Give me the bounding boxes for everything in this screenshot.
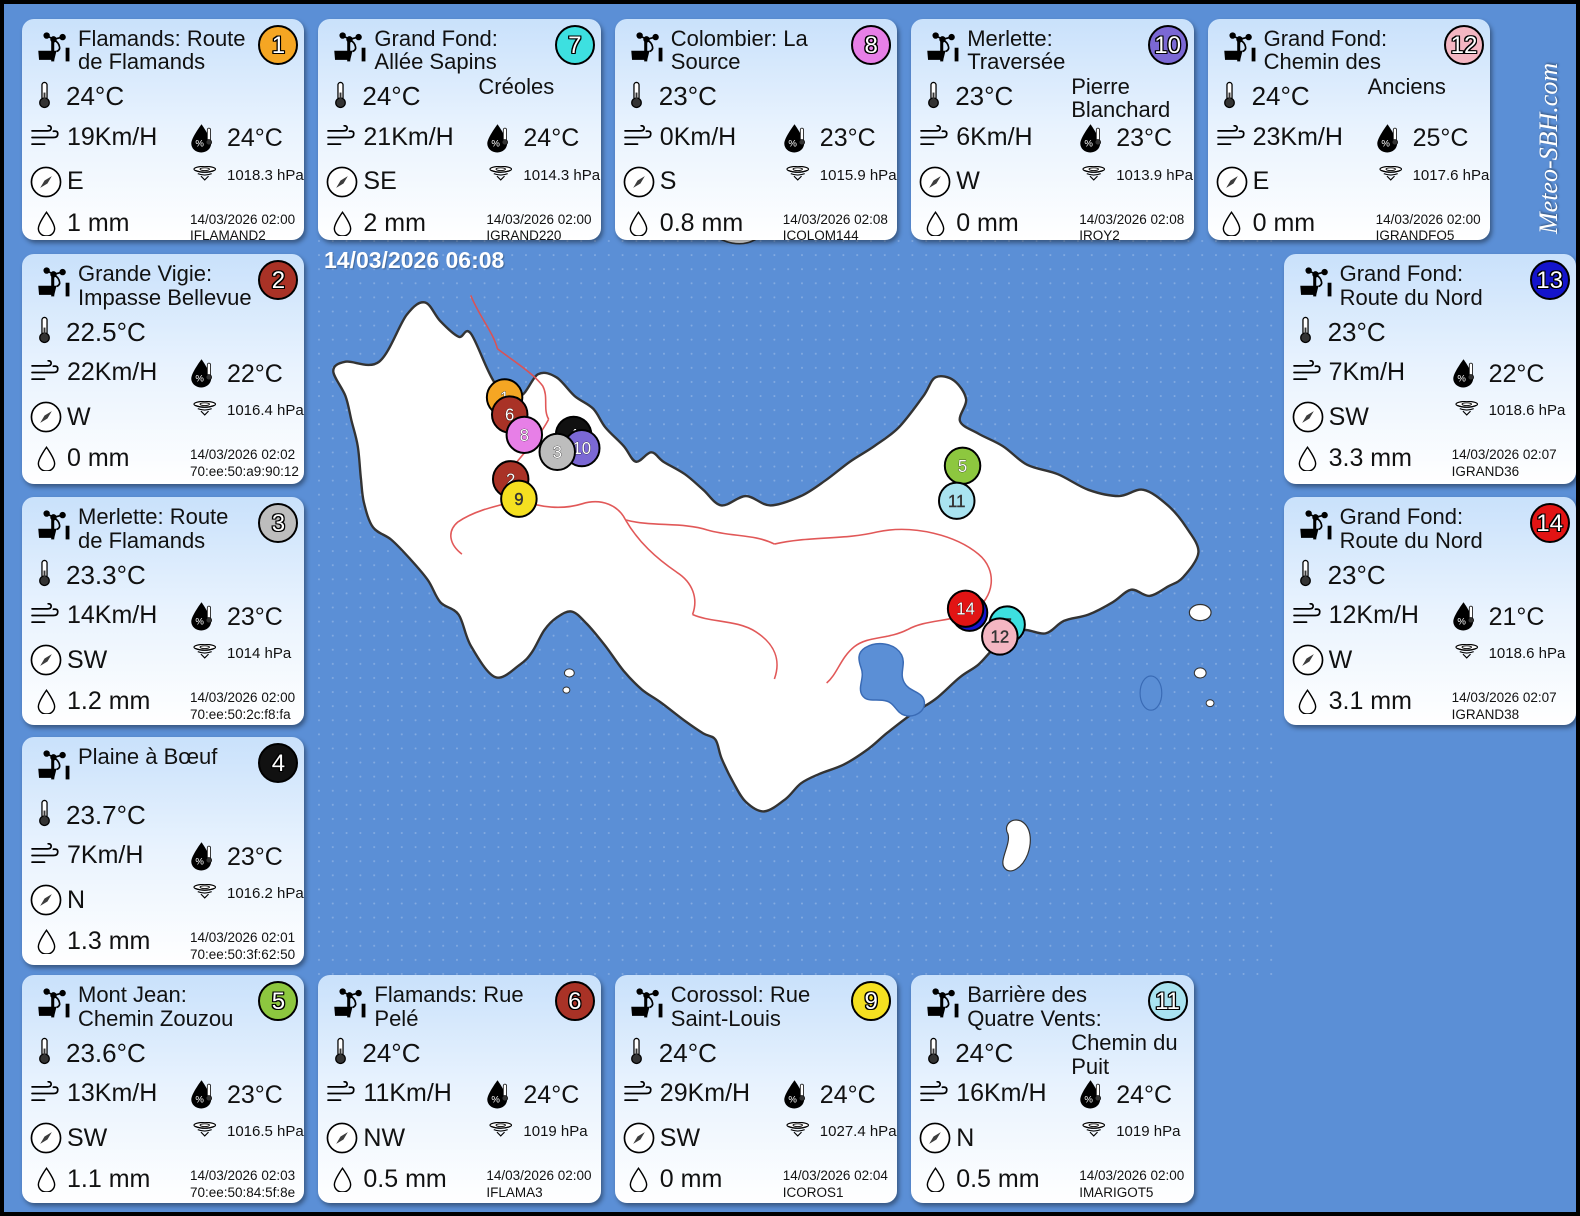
- svg-text:%: %: [788, 1095, 797, 1106]
- svg-text:3: 3: [553, 443, 562, 462]
- svg-text:12: 12: [991, 627, 1010, 646]
- svg-text:%: %: [1085, 1095, 1094, 1106]
- svg-text:%: %: [788, 138, 797, 149]
- svg-text:%: %: [195, 1095, 204, 1106]
- svg-text:%: %: [492, 138, 501, 149]
- svg-text:%: %: [195, 138, 204, 149]
- svg-text:%: %: [195, 857, 204, 868]
- svg-text:%: %: [195, 617, 204, 628]
- svg-text:%: %: [195, 374, 204, 385]
- svg-text:5: 5: [958, 457, 967, 476]
- svg-text:%: %: [492, 1095, 501, 1106]
- svg-text:11: 11: [948, 492, 965, 511]
- svg-text:14: 14: [956, 600, 975, 619]
- svg-text:%: %: [1457, 374, 1466, 385]
- svg-text:8: 8: [520, 426, 529, 445]
- svg-text:9: 9: [514, 490, 523, 509]
- svg-text:%: %: [1085, 138, 1094, 149]
- svg-text:%: %: [1457, 617, 1466, 628]
- svg-text:%: %: [1381, 138, 1390, 149]
